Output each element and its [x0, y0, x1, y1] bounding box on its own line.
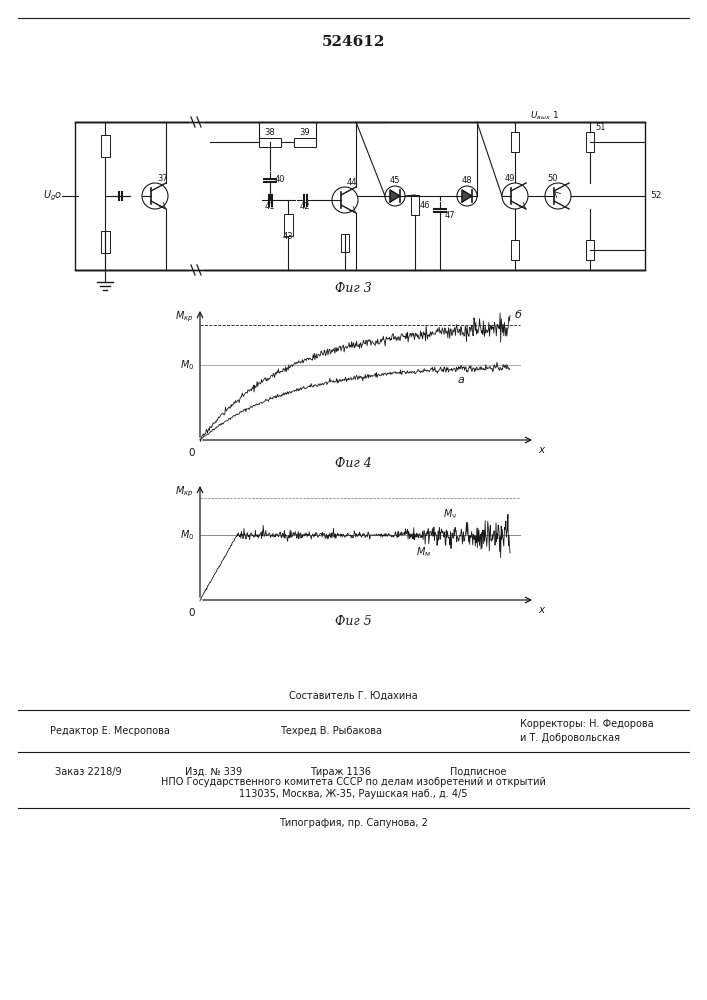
- Text: 49: 49: [505, 174, 515, 183]
- Bar: [284, 214, 293, 236]
- Bar: [100, 231, 110, 253]
- Text: Редактор Е. Месропова: Редактор Е. Месропова: [50, 726, 170, 736]
- Bar: [411, 195, 419, 215]
- Text: $M_ч$: $M_ч$: [443, 507, 457, 521]
- Text: 52: 52: [650, 192, 661, 200]
- Text: Тираж 1136: Тираж 1136: [310, 767, 371, 777]
- Text: x: x: [538, 605, 544, 615]
- Text: 46: 46: [420, 200, 431, 210]
- Circle shape: [457, 186, 477, 206]
- Circle shape: [142, 183, 168, 209]
- Polygon shape: [390, 190, 400, 202]
- Text: Фиг 5: Фиг 5: [334, 615, 371, 628]
- Text: $M_м$: $M_м$: [416, 545, 431, 559]
- Bar: [511, 132, 519, 152]
- Text: 0: 0: [189, 448, 195, 458]
- Text: Фиг 4: Фиг 4: [334, 457, 371, 470]
- Text: Изд. № 339: Изд. № 339: [185, 767, 242, 777]
- Bar: [586, 132, 594, 152]
- Text: 47: 47: [445, 211, 455, 220]
- Text: Составитель Г. Юдахина: Составитель Г. Юдахина: [288, 691, 417, 701]
- Text: 40: 40: [275, 176, 286, 184]
- Bar: [294, 137, 316, 146]
- Bar: [341, 234, 349, 252]
- Bar: [75, 122, 645, 270]
- Text: Корректоры: Н. Федорова: Корректоры: Н. Федорова: [520, 719, 654, 729]
- Text: Техред В. Рыбакова: Техред В. Рыбакова: [280, 726, 382, 736]
- Text: x: x: [538, 445, 544, 455]
- Circle shape: [502, 183, 528, 209]
- Text: Фиг 3: Фиг 3: [334, 282, 371, 295]
- Text: $M_0$: $M_0$: [180, 358, 194, 372]
- Text: Подписное: Подписное: [450, 767, 506, 777]
- Text: $M_0$: $M_0$: [180, 528, 194, 542]
- Bar: [100, 135, 110, 157]
- Text: НПО Государственного комитета СССР по делам изобретений и открытий: НПО Государственного комитета СССР по де…: [160, 777, 545, 787]
- Text: $U_g$о: $U_g$о: [42, 189, 62, 203]
- Bar: [259, 137, 281, 146]
- Text: а: а: [457, 375, 464, 385]
- Text: 39: 39: [300, 128, 310, 137]
- Text: $M_{кр}$: $M_{кр}$: [175, 485, 194, 499]
- Text: 41: 41: [264, 202, 275, 211]
- Bar: [511, 240, 519, 260]
- Text: 113035, Москва, Ж-35, Раушская наб., д. 4/5: 113035, Москва, Ж-35, Раушская наб., д. …: [239, 789, 467, 799]
- Text: 48: 48: [462, 176, 472, 185]
- Text: 44: 44: [347, 178, 358, 187]
- Text: $U_{вых}$ 1: $U_{вых}$ 1: [530, 109, 559, 121]
- Text: 45: 45: [390, 176, 400, 185]
- Text: $M_{кр}$: $M_{кр}$: [175, 310, 194, 324]
- Circle shape: [332, 187, 358, 213]
- Polygon shape: [462, 190, 472, 202]
- Circle shape: [545, 183, 571, 209]
- Text: 38: 38: [264, 128, 275, 137]
- Text: 37: 37: [157, 174, 168, 183]
- Text: 50: 50: [548, 174, 559, 183]
- Text: б: б: [515, 310, 522, 320]
- Text: 524612: 524612: [321, 35, 385, 49]
- Text: Заказ 2218/9: Заказ 2218/9: [55, 767, 122, 777]
- Text: 51: 51: [595, 123, 605, 132]
- Text: 0: 0: [189, 608, 195, 618]
- Circle shape: [385, 186, 405, 206]
- Text: 43: 43: [283, 232, 293, 241]
- Text: Типография, пр. Сапунова, 2: Типография, пр. Сапунова, 2: [279, 818, 428, 828]
- Text: 42: 42: [300, 202, 310, 211]
- Text: и Т. Добровольская: и Т. Добровольская: [520, 733, 620, 743]
- Bar: [586, 240, 594, 260]
